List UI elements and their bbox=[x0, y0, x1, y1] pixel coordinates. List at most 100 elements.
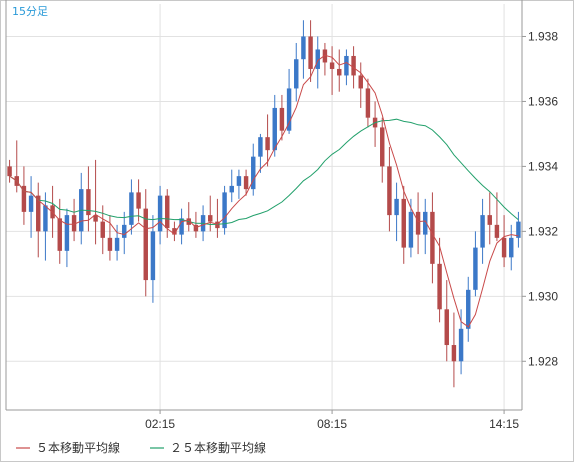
candle-body bbox=[358, 75, 363, 89]
candle bbox=[365, 78, 371, 128]
candle bbox=[394, 182, 399, 242]
candle bbox=[480, 198, 485, 264]
candle-body bbox=[351, 55, 356, 76]
candle-body bbox=[308, 36, 313, 69]
candle-body bbox=[337, 68, 342, 76]
candle-body bbox=[107, 237, 113, 251]
y-tick-label: 1.938 bbox=[528, 29, 558, 43]
candle-body bbox=[172, 228, 177, 235]
x-tick-label: 14:15 bbox=[489, 417, 519, 431]
candle-body bbox=[236, 176, 242, 186]
candle bbox=[258, 133, 263, 173]
candle-body bbox=[57, 218, 62, 251]
candle bbox=[193, 211, 199, 238]
candle bbox=[136, 179, 141, 222]
candle bbox=[329, 46, 335, 95]
candle bbox=[444, 280, 449, 362]
candle-body bbox=[136, 192, 141, 209]
candle-body bbox=[501, 237, 507, 258]
candle-body bbox=[329, 62, 335, 69]
candle bbox=[487, 192, 492, 245]
candle bbox=[64, 208, 70, 268]
candle bbox=[451, 312, 457, 388]
candle bbox=[165, 189, 170, 238]
candle-body bbox=[229, 185, 234, 193]
candle bbox=[494, 192, 500, 242]
candle bbox=[430, 192, 435, 284]
candle-body bbox=[466, 289, 471, 329]
candle-body bbox=[509, 237, 514, 258]
candle bbox=[286, 68, 292, 134]
candle-body bbox=[93, 215, 98, 222]
candles bbox=[7, 20, 521, 388]
candle bbox=[243, 169, 249, 196]
candle bbox=[186, 202, 191, 232]
candle bbox=[215, 198, 220, 238]
candle bbox=[43, 192, 48, 261]
y-tick-label: 1.932 bbox=[528, 224, 558, 238]
candle-body bbox=[179, 218, 184, 235]
candle-body bbox=[208, 215, 213, 222]
candle-body bbox=[114, 237, 120, 251]
candle bbox=[458, 309, 464, 375]
candle-body bbox=[86, 189, 91, 216]
candle bbox=[114, 224, 120, 261]
candle bbox=[466, 276, 471, 342]
candle bbox=[509, 224, 514, 271]
y-tick-label: 1.936 bbox=[528, 94, 558, 108]
candle-body bbox=[301, 36, 306, 60]
candle-body bbox=[423, 211, 428, 235]
candle bbox=[172, 221, 177, 242]
candle bbox=[79, 172, 84, 245]
candle-body bbox=[430, 211, 435, 264]
candle-body bbox=[294, 59, 299, 89]
ma25-line bbox=[9, 118, 519, 226]
candle bbox=[179, 208, 184, 245]
candle-body bbox=[165, 195, 170, 229]
candle bbox=[222, 185, 227, 235]
candle bbox=[516, 211, 521, 248]
candle bbox=[401, 185, 406, 264]
candle-body bbox=[451, 345, 457, 362]
candle-body bbox=[387, 166, 392, 216]
candle-body bbox=[458, 328, 464, 362]
candle-body bbox=[28, 195, 34, 212]
candle bbox=[372, 101, 378, 147]
y-tick-label: 1.934 bbox=[528, 159, 558, 173]
candle bbox=[344, 49, 349, 86]
candle bbox=[36, 182, 41, 258]
candle bbox=[157, 185, 163, 245]
candle bbox=[380, 117, 385, 183]
candle-body bbox=[415, 211, 421, 235]
candle-body bbox=[129, 192, 134, 225]
candle-body bbox=[150, 231, 156, 281]
candle-body bbox=[43, 205, 48, 232]
y-tick-label: 1.930 bbox=[528, 289, 558, 303]
candle bbox=[150, 215, 156, 303]
legend: ５本移動平均線 ２５本移動平均線 bbox=[16, 440, 266, 455]
candle bbox=[301, 20, 306, 79]
candle-body bbox=[401, 198, 406, 248]
candle-body bbox=[365, 88, 371, 118]
candle bbox=[86, 166, 91, 232]
candle-body bbox=[258, 137, 263, 157]
y-tick-label: 1.928 bbox=[528, 354, 558, 368]
ma5-line bbox=[9, 54, 519, 328]
x-tick-label: 08:15 bbox=[317, 417, 347, 431]
axes: 1.938 1.936 1.934 1.932 1.930 1.928 02:15 08:15… bbox=[5, 0, 558, 431]
candle bbox=[308, 20, 313, 82]
moving-averages bbox=[9, 54, 519, 328]
candle-body bbox=[243, 176, 249, 190]
candle-body bbox=[193, 224, 199, 232]
candle-body bbox=[437, 263, 442, 310]
candle bbox=[322, 42, 328, 76]
candle-body bbox=[394, 198, 399, 216]
candle-body bbox=[344, 55, 349, 76]
candle-body bbox=[473, 247, 478, 290]
candle bbox=[272, 94, 277, 157]
candle bbox=[437, 237, 442, 323]
candle-body bbox=[64, 215, 70, 251]
candle bbox=[143, 189, 148, 297]
candle-body bbox=[315, 49, 320, 69]
candle-body bbox=[157, 195, 163, 232]
